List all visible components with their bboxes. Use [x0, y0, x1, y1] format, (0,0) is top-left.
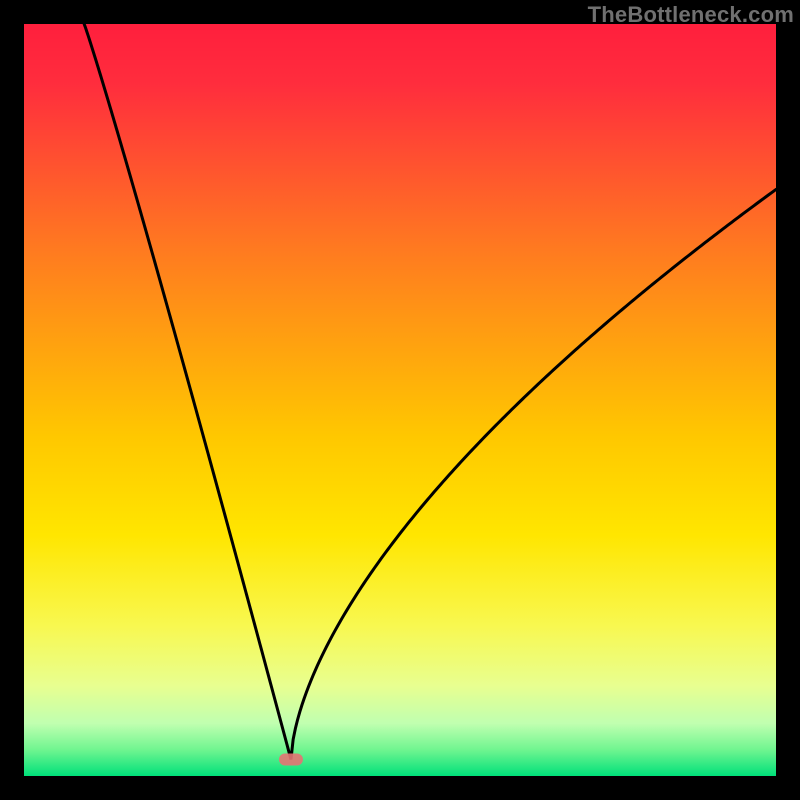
- bottleneck-chart: [0, 0, 800, 800]
- plot-background: [24, 24, 776, 776]
- minimum-marker: [279, 753, 303, 765]
- watermark-text: TheBottleneck.com: [588, 2, 794, 28]
